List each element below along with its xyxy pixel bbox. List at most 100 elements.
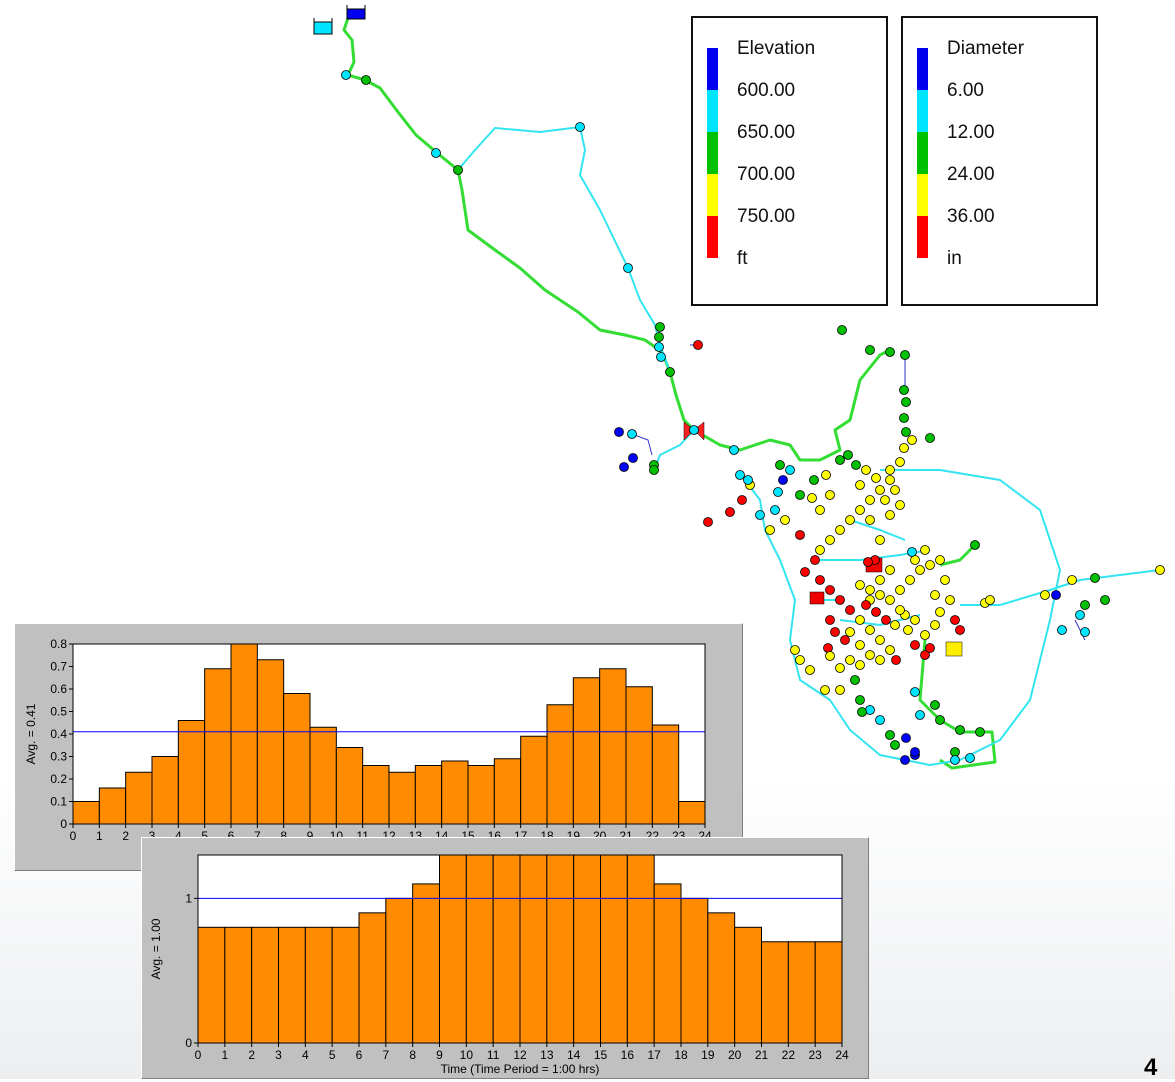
junction-node <box>935 715 945 725</box>
bar <box>787 941 816 1044</box>
junction-node <box>453 165 463 175</box>
bar <box>519 854 548 1044</box>
junction-node <box>930 620 940 630</box>
tank-blue <box>346 8 366 20</box>
junction-node <box>899 385 909 395</box>
x-tick-label: 6 <box>356 1048 363 1062</box>
legend-bar-color-3 <box>917 174 928 216</box>
legend-bar-color-2 <box>707 132 718 174</box>
bar <box>204 668 232 825</box>
x-tick-label: 12 <box>513 1048 527 1062</box>
bar <box>283 693 311 825</box>
junction-node <box>885 510 895 520</box>
multiplier-pattern-panel[interactable]: 0 1 0 1 2 3 4 5 6 7 8 9 10 11 12 13 14 15 16 17 18 19 20 21 22 23… <box>141 837 869 1079</box>
junction-node <box>835 595 845 605</box>
diameter-legend[interactable]: Diameter 6.00 12.00 24.00 36.00 in <box>901 16 1098 306</box>
junction-node <box>871 473 881 483</box>
bar <box>177 720 206 825</box>
junction-node <box>830 627 840 637</box>
x-tick-label: 23 <box>808 1048 822 1062</box>
junction-node <box>945 595 955 605</box>
x-tick-label: 3 <box>275 1048 282 1062</box>
junction-node <box>800 567 810 577</box>
junction-node <box>689 425 699 435</box>
junction-node <box>925 560 935 570</box>
bar <box>278 926 306 1044</box>
junction-node <box>851 460 861 470</box>
junction-node <box>875 635 885 645</box>
junction-node <box>775 460 785 470</box>
junction-node <box>861 600 871 610</box>
bar <box>546 854 575 1044</box>
x-tick-label: 9 <box>436 1048 443 1062</box>
junction-node <box>780 515 790 525</box>
junction-node <box>899 443 909 453</box>
bar <box>439 854 467 1044</box>
bar <box>600 854 628 1044</box>
legend-title: Elevation <box>737 38 816 59</box>
y-tick-label: 0.1 <box>50 795 67 809</box>
junction-node <box>825 585 835 595</box>
junction-node <box>907 435 917 445</box>
junction-node <box>891 655 901 665</box>
elevation-legend[interactable]: Elevation 600.00 650.00 700.00 750.00 ft <box>691 16 888 306</box>
junction-node <box>865 625 875 635</box>
x-tick-label: 6 <box>228 829 235 843</box>
junction-node <box>907 547 917 557</box>
junction-node <box>1090 573 1100 583</box>
junction-node <box>910 640 920 650</box>
junction-node <box>725 507 735 517</box>
bar <box>626 854 655 1044</box>
x-tick-label: 5 <box>329 1048 336 1062</box>
y-tick-label: 0 <box>185 1036 192 1050</box>
x-tick-label: 16 <box>621 1048 635 1062</box>
junction-node <box>1040 590 1050 600</box>
junction-node <box>875 655 885 665</box>
bar <box>573 854 601 1044</box>
bar <box>358 912 387 1044</box>
legend-level: 24.00 <box>947 164 995 185</box>
y-tick-label: 1 <box>185 891 192 905</box>
demand-pattern-panel[interactable]: 0 0.1 0.2 0.3 0.4 0.5 0.6 0.7 0.8 0 1 2 3 4 5 6 7 8 9 10 11 1… <box>14 623 743 871</box>
bar <box>362 765 390 825</box>
junction-node <box>910 615 920 625</box>
legend-bar-color-1 <box>707 90 718 132</box>
junction-node <box>840 635 850 645</box>
junction-node <box>857 707 867 717</box>
junction-node <box>795 530 805 540</box>
junction-node <box>845 605 855 615</box>
junction-node <box>627 429 637 439</box>
x-tick-label: 15 <box>594 1048 608 1062</box>
junction-node <box>820 685 830 695</box>
junction-node <box>915 565 925 575</box>
x-tick-label: 20 <box>728 1048 742 1062</box>
junction-node <box>895 457 905 467</box>
x-tick-label: 1 <box>96 829 103 843</box>
bar <box>256 659 285 825</box>
bar <box>309 726 337 825</box>
junction-node <box>823 643 833 653</box>
x-tick-label: 7 <box>254 829 261 843</box>
page-number: 4 <box>1144 1054 1158 1081</box>
legend-unit: in <box>947 248 962 269</box>
junction-node <box>985 595 995 605</box>
junction-node <box>965 753 975 763</box>
junction-node <box>795 655 805 665</box>
junction-node <box>845 627 855 637</box>
junction-node <box>737 495 747 505</box>
junction-node <box>890 485 900 495</box>
junction-node <box>619 462 629 472</box>
legend-bar-color-1 <box>917 90 928 132</box>
y-tick-label: 0.8 <box>50 637 67 651</box>
legend-title: Diameter <box>947 38 1025 59</box>
legend-bar-color-4 <box>707 216 718 258</box>
junction-node <box>910 687 920 697</box>
junction-node <box>875 485 885 495</box>
bar <box>493 758 522 825</box>
junction-node <box>901 397 911 407</box>
x-tick-label: 2 <box>122 829 129 843</box>
legend-level: 600.00 <box>737 80 796 101</box>
pipe-main-east <box>939 543 977 567</box>
bar <box>653 883 682 1044</box>
